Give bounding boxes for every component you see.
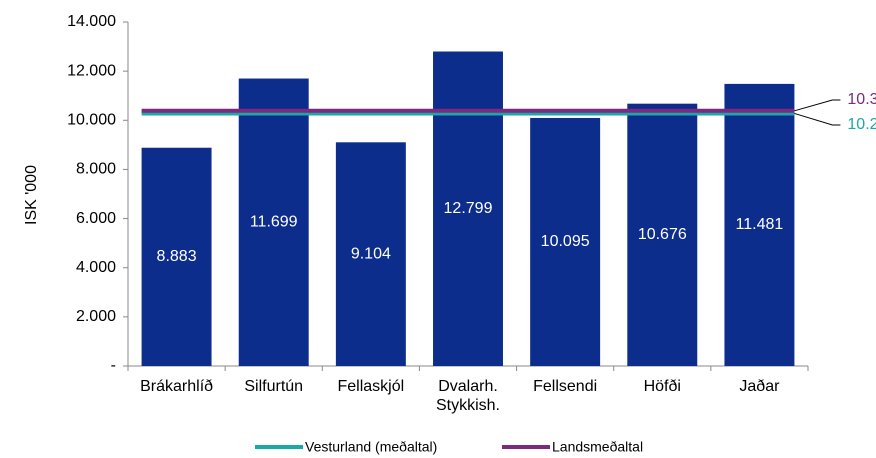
leader-line [794,112,841,126]
y-tick-label: - [111,357,116,374]
bar [141,147,212,366]
y-tick-label: 2.000 [76,308,116,325]
data-label: 11.481 [736,216,784,233]
bar [335,142,406,366]
reference-label: 10.386 [847,91,876,108]
y-tick-label: 10.000 [67,112,116,129]
x-tick-label: Fellsendi [533,378,598,395]
legend-label: Vesturland (meðaltal) [305,439,437,455]
x-tick-label: Fellaskjól [337,378,405,395]
y-tick-label: 8.000 [76,161,116,178]
leader-line [794,99,841,112]
y-tick-label: 6.000 [76,210,116,227]
x-tick-label: Silfurtún [244,378,304,395]
x-tick-label: Jaðar [739,378,780,395]
y-tick-label: 4.000 [76,259,116,276]
bar [530,117,601,366]
x-tick-label: Höfði [643,378,681,395]
x-tick-label: Dvalarh. Stykkish. [435,378,500,414]
y-tick-label: 14.000 [67,13,116,30]
data-label: 11.699 [250,213,298,230]
legend-label: Landsmeðaltal [552,439,643,455]
y-axis-title: ISK '000 [23,165,40,225]
data-label: 9.104 [351,245,391,262]
bar [433,51,503,366]
bar [724,83,795,366]
bar [238,78,309,367]
data-label: 8.883 [157,248,197,265]
data-label: 10.095 [541,233,590,250]
x-tick-label: Brákarhlíð [140,378,214,395]
data-label: 12.799 [444,200,493,217]
reference-label: 10.278 [847,116,876,133]
bar [627,103,698,367]
data-label: 10.676 [638,226,687,243]
y-tick-label: 12.000 [67,62,116,79]
